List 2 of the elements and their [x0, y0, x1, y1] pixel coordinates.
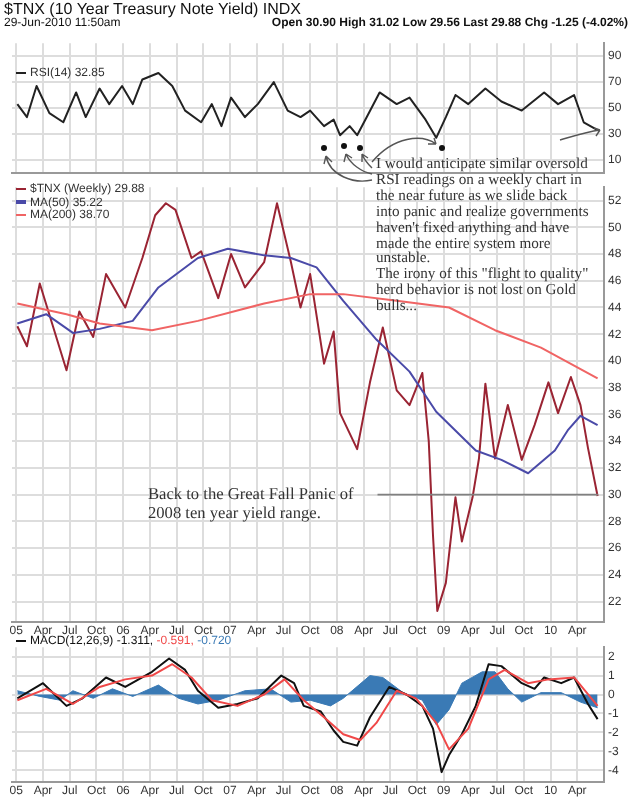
ref-line-label: Back to the Great Fall Panic of 2008 ten year yield range.	[148, 484, 354, 522]
chart-title: $TNX (10 Year Treasury Note Yield) INDX	[4, 0, 304, 18]
